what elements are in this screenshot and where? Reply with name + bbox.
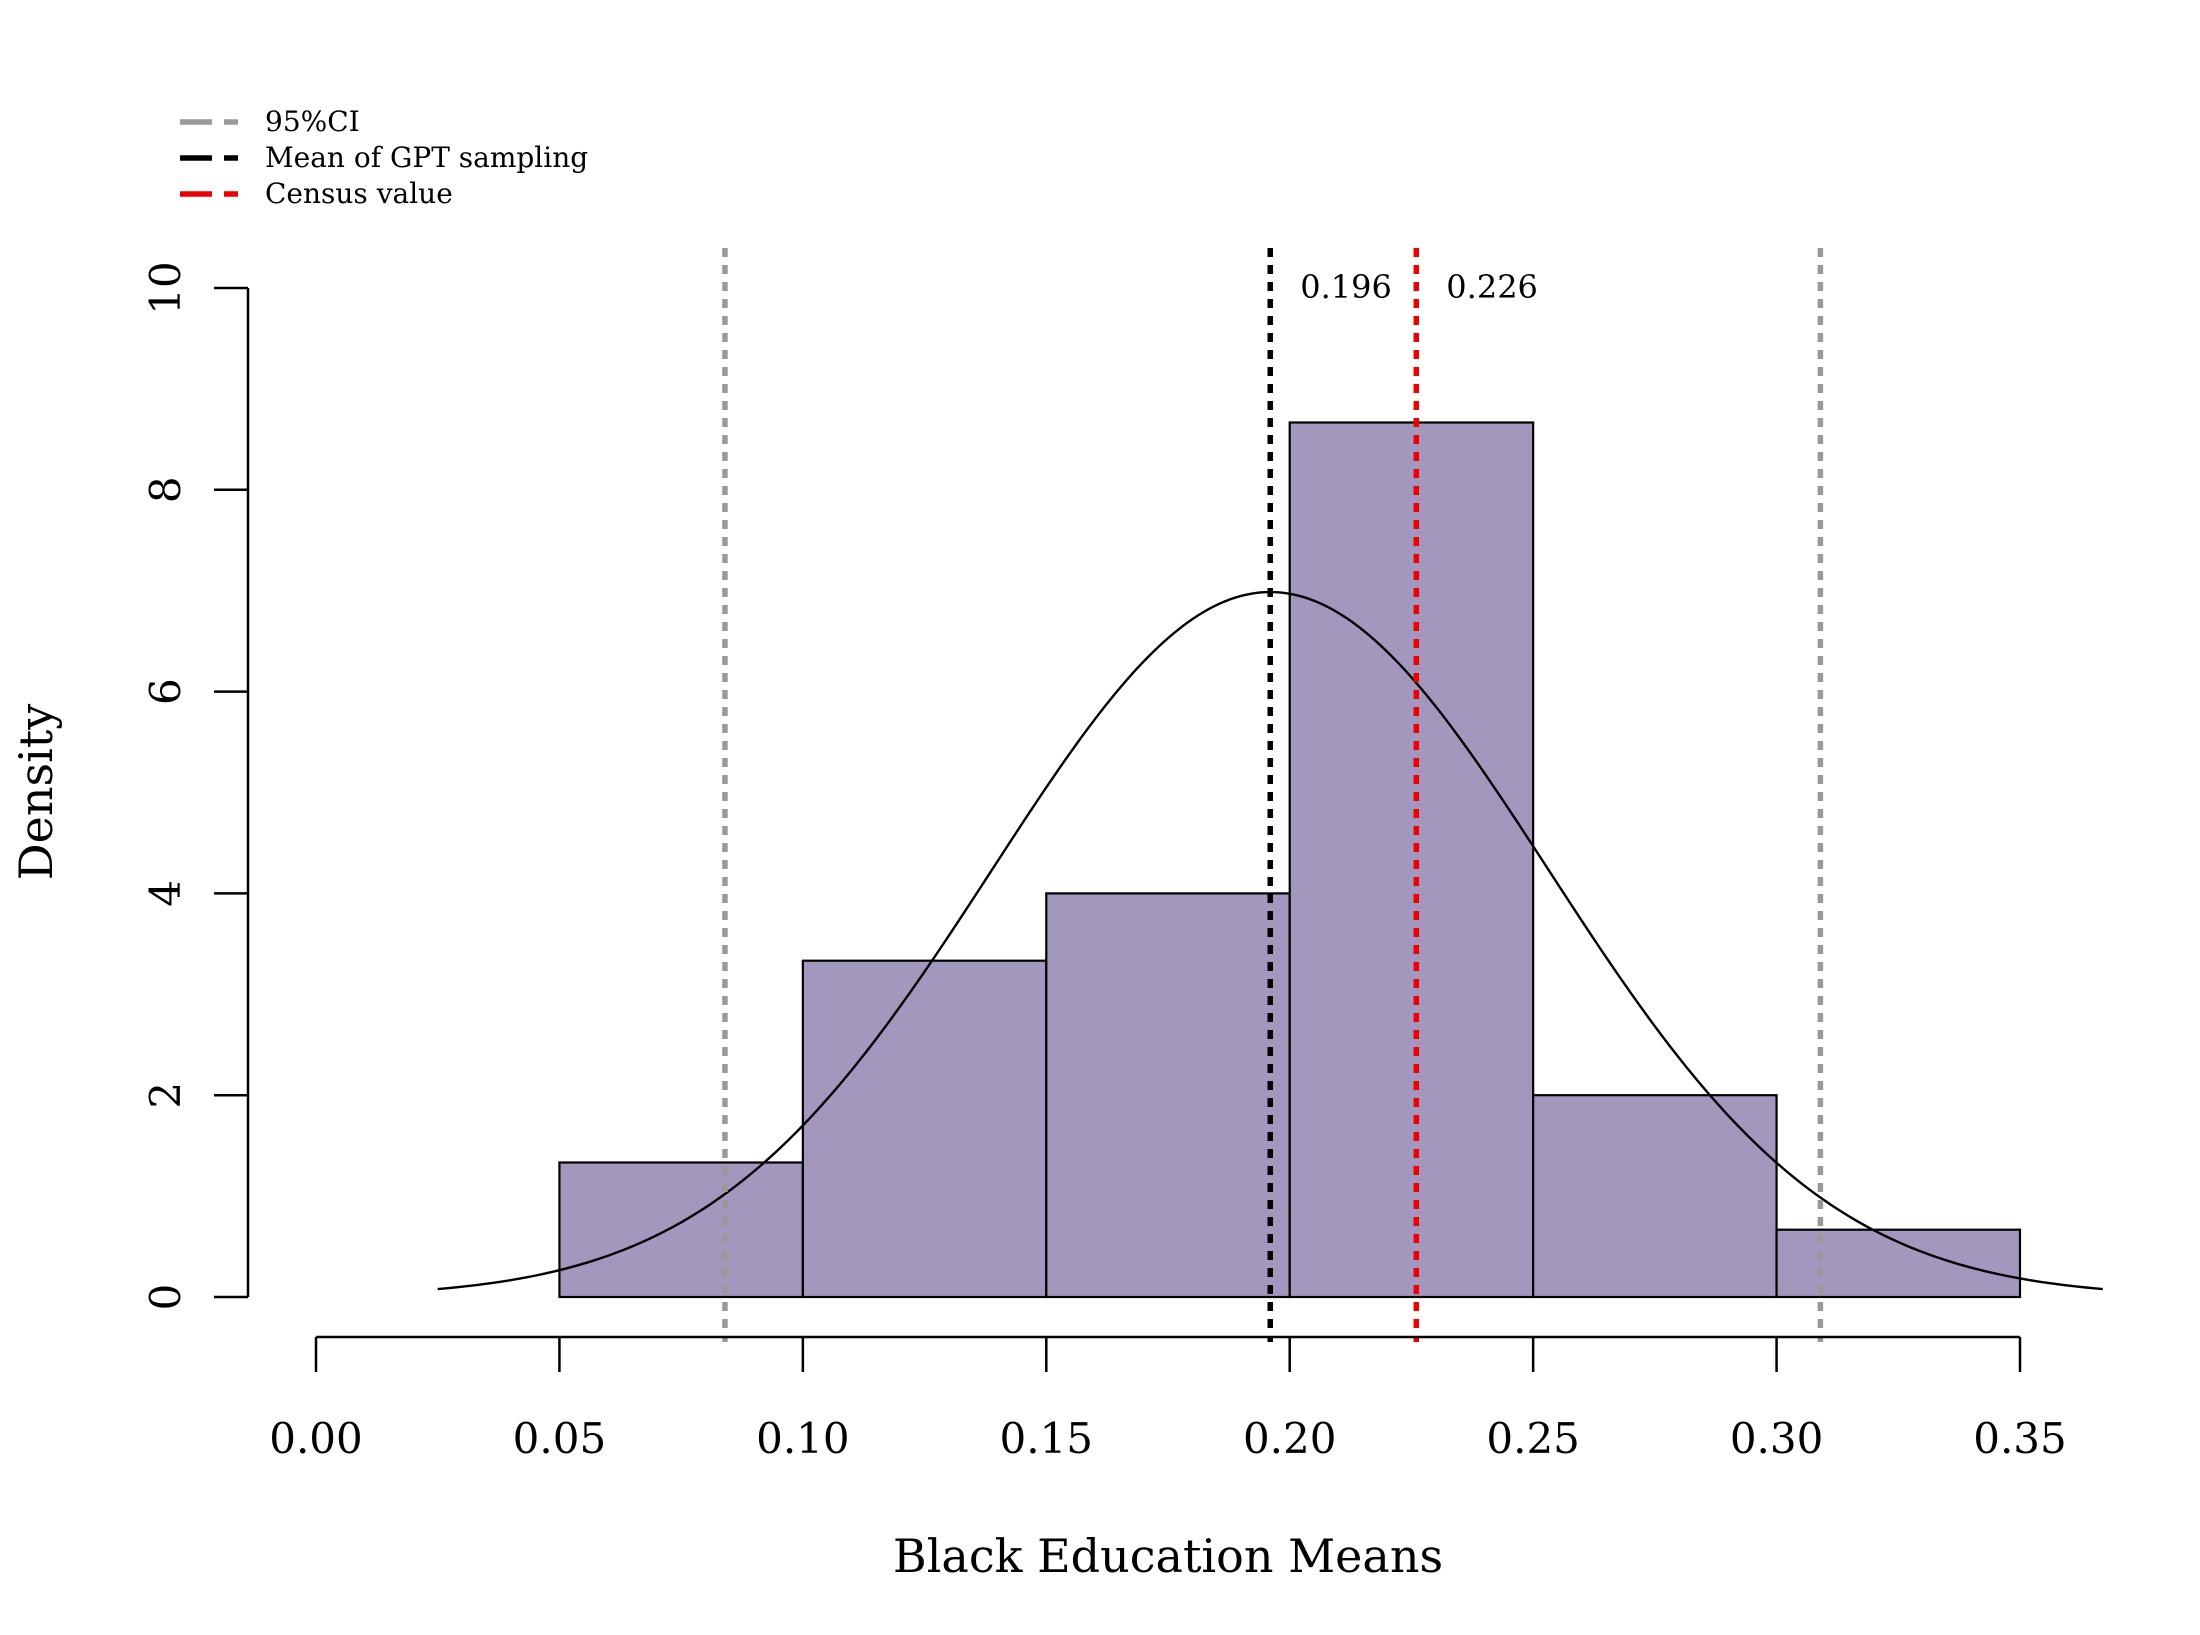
y-tick-label-10: 10	[141, 261, 190, 314]
histogram-bar-1	[558, 1161, 804, 1299]
legend-label-1: 95%CI	[265, 105, 360, 138]
y-axis: 0 2 4 6 8 10	[141, 261, 250, 1311]
y-tick-label-6: 6	[141, 678, 190, 705]
histogram-bar-5	[1532, 1094, 1778, 1299]
histogram-bar-2	[801, 959, 1048, 1299]
x-tick-label-0.10: 0.10	[756, 1414, 850, 1463]
x-tick-label-0.00: 0.00	[269, 1414, 363, 1463]
x-tick-label-0.35: 0.35	[1973, 1414, 2067, 1463]
histogram-bars	[558, 421, 2022, 1299]
legend-label-2: Mean of GPT sampling	[265, 141, 588, 174]
x-axis: 0.00 0.05 0.10 0.15 0.20 0.25 0.30 0.35	[269, 1335, 2067, 1463]
x-tick-label-0.20: 0.20	[1243, 1414, 1337, 1463]
y-axis-title: Density	[9, 704, 63, 881]
reference-lines: 0.196 0.226	[722, 248, 1824, 1342]
census-value-label: 0.226	[1446, 268, 1538, 306]
legend-label-3: Census value	[265, 177, 453, 210]
histogram-bar-3	[1045, 892, 1291, 1299]
x-tick-label-0.25: 0.25	[1486, 1414, 1580, 1463]
y-tick-label-0: 0	[141, 1284, 190, 1311]
x-axis-title: Black Education Means	[893, 1529, 1443, 1583]
x-tick-label-0.15: 0.15	[1000, 1414, 1094, 1463]
histogram-bar-6	[1775, 1228, 2022, 1299]
x-tick-label-0.30: 0.30	[1730, 1414, 1824, 1463]
x-tick-label-0.05: 0.05	[513, 1414, 607, 1463]
y-tick-label-2: 2	[141, 1082, 190, 1109]
y-tick-label-8: 8	[141, 476, 190, 503]
histogram-bar-4	[1288, 421, 1535, 1299]
gpt-mean-value-label: 0.196	[1300, 268, 1392, 306]
y-tick-label-4: 4	[141, 880, 190, 907]
